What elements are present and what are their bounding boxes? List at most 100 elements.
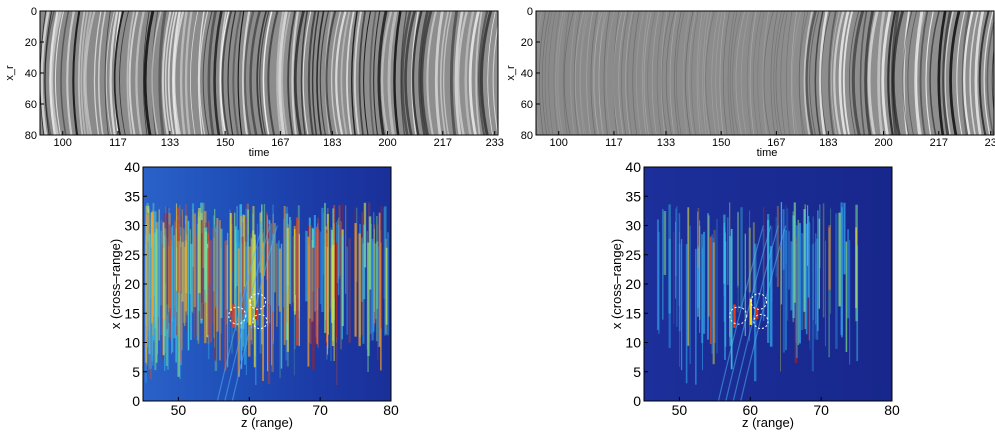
wavefront xyxy=(803,11,814,135)
streak xyxy=(829,208,832,314)
streak xyxy=(331,244,335,347)
streak xyxy=(312,247,315,371)
wavefront xyxy=(276,11,285,135)
streak xyxy=(177,240,180,377)
x-axis-label: time xyxy=(249,147,270,159)
x-axis-label: z (range) xyxy=(742,415,794,430)
streak xyxy=(160,220,163,336)
streak xyxy=(326,223,328,357)
wavefront xyxy=(963,11,974,135)
streak xyxy=(354,223,357,337)
wavefront xyxy=(330,11,342,135)
wavefront xyxy=(418,11,430,135)
streak xyxy=(283,205,286,345)
wavefront xyxy=(278,11,288,135)
streak xyxy=(243,241,246,365)
wavefront xyxy=(44,11,55,135)
streak xyxy=(326,233,328,343)
streak xyxy=(241,236,244,320)
wavefront xyxy=(105,11,115,135)
wavefront xyxy=(770,11,778,135)
streak xyxy=(662,209,664,320)
wavefront xyxy=(830,11,840,135)
axis-ticks: 100 117 133 150 167 183 200 217 233 0 20 40 60 80 xyxy=(25,6,504,149)
streak xyxy=(148,234,150,371)
wavefront xyxy=(207,11,217,135)
streak xyxy=(180,215,183,294)
streak xyxy=(371,238,374,341)
wavefront xyxy=(480,11,493,135)
y-tick-label: 60 xyxy=(25,99,37,111)
wavefront xyxy=(613,11,623,135)
streak xyxy=(376,241,379,309)
streak xyxy=(167,206,168,315)
arc-feature xyxy=(216,225,263,401)
streak xyxy=(383,207,386,300)
wavefront xyxy=(762,11,770,135)
y-tick-label: 20 xyxy=(124,276,140,292)
dashed-circles xyxy=(729,293,769,330)
wavefront xyxy=(82,11,92,135)
x-tick-label: 200 xyxy=(874,137,892,149)
streak xyxy=(220,228,223,319)
wavefront-lines xyxy=(40,11,498,135)
streak xyxy=(668,238,671,349)
streak xyxy=(849,240,851,365)
wavefront xyxy=(798,11,809,135)
streak xyxy=(181,241,183,351)
wavefront xyxy=(785,11,793,135)
target-streak xyxy=(232,304,235,328)
wavefront xyxy=(243,11,255,135)
streak xyxy=(805,223,808,335)
streak xyxy=(674,221,677,299)
wavefront xyxy=(281,11,291,135)
arc-feature xyxy=(717,225,764,401)
wavefront xyxy=(651,11,660,135)
wavefront xyxy=(443,11,453,135)
x-tick-label: 217 xyxy=(434,137,452,149)
wavefront xyxy=(719,11,726,135)
streak xyxy=(752,222,755,293)
y-tick-label: 40 xyxy=(124,159,140,175)
x-tick-label: 80 xyxy=(884,402,900,418)
wavefront xyxy=(468,11,480,135)
intensity-streaks xyxy=(656,202,859,401)
wavefront xyxy=(142,11,150,135)
wavefront xyxy=(698,11,707,135)
y-axis-label: x (cross–range) xyxy=(108,239,123,329)
y-tick-label: 15 xyxy=(124,305,140,321)
wavefront xyxy=(729,11,738,135)
y-tick-label: 80 xyxy=(25,130,37,142)
wavefront xyxy=(593,11,603,135)
streak xyxy=(183,228,185,323)
streak xyxy=(296,217,299,346)
streak xyxy=(788,231,790,290)
wavefront xyxy=(902,11,913,135)
streak xyxy=(807,215,810,298)
wavefront xyxy=(703,11,712,135)
streak xyxy=(253,234,256,368)
y-axis-label: x (cross–range) xyxy=(609,239,624,329)
y-tick-label: 15 xyxy=(625,305,641,321)
wavefront xyxy=(369,11,377,135)
streak xyxy=(285,238,288,361)
streak xyxy=(231,224,233,354)
streak xyxy=(263,203,266,276)
x-tick-label: 183 xyxy=(323,137,341,149)
wavefront xyxy=(66,11,75,135)
wavefront xyxy=(828,11,837,135)
wavefront xyxy=(492,22,498,135)
streak xyxy=(724,241,727,347)
streak xyxy=(257,246,259,326)
wavefront xyxy=(164,11,175,135)
wavefront xyxy=(161,11,172,135)
streak xyxy=(196,223,199,341)
wavefront xyxy=(937,11,947,135)
streak xyxy=(801,233,804,331)
streak xyxy=(155,228,158,363)
streak xyxy=(179,204,181,292)
x-tick-label: 100 xyxy=(550,137,568,149)
streak xyxy=(377,224,379,361)
target-circle xyxy=(228,306,247,325)
